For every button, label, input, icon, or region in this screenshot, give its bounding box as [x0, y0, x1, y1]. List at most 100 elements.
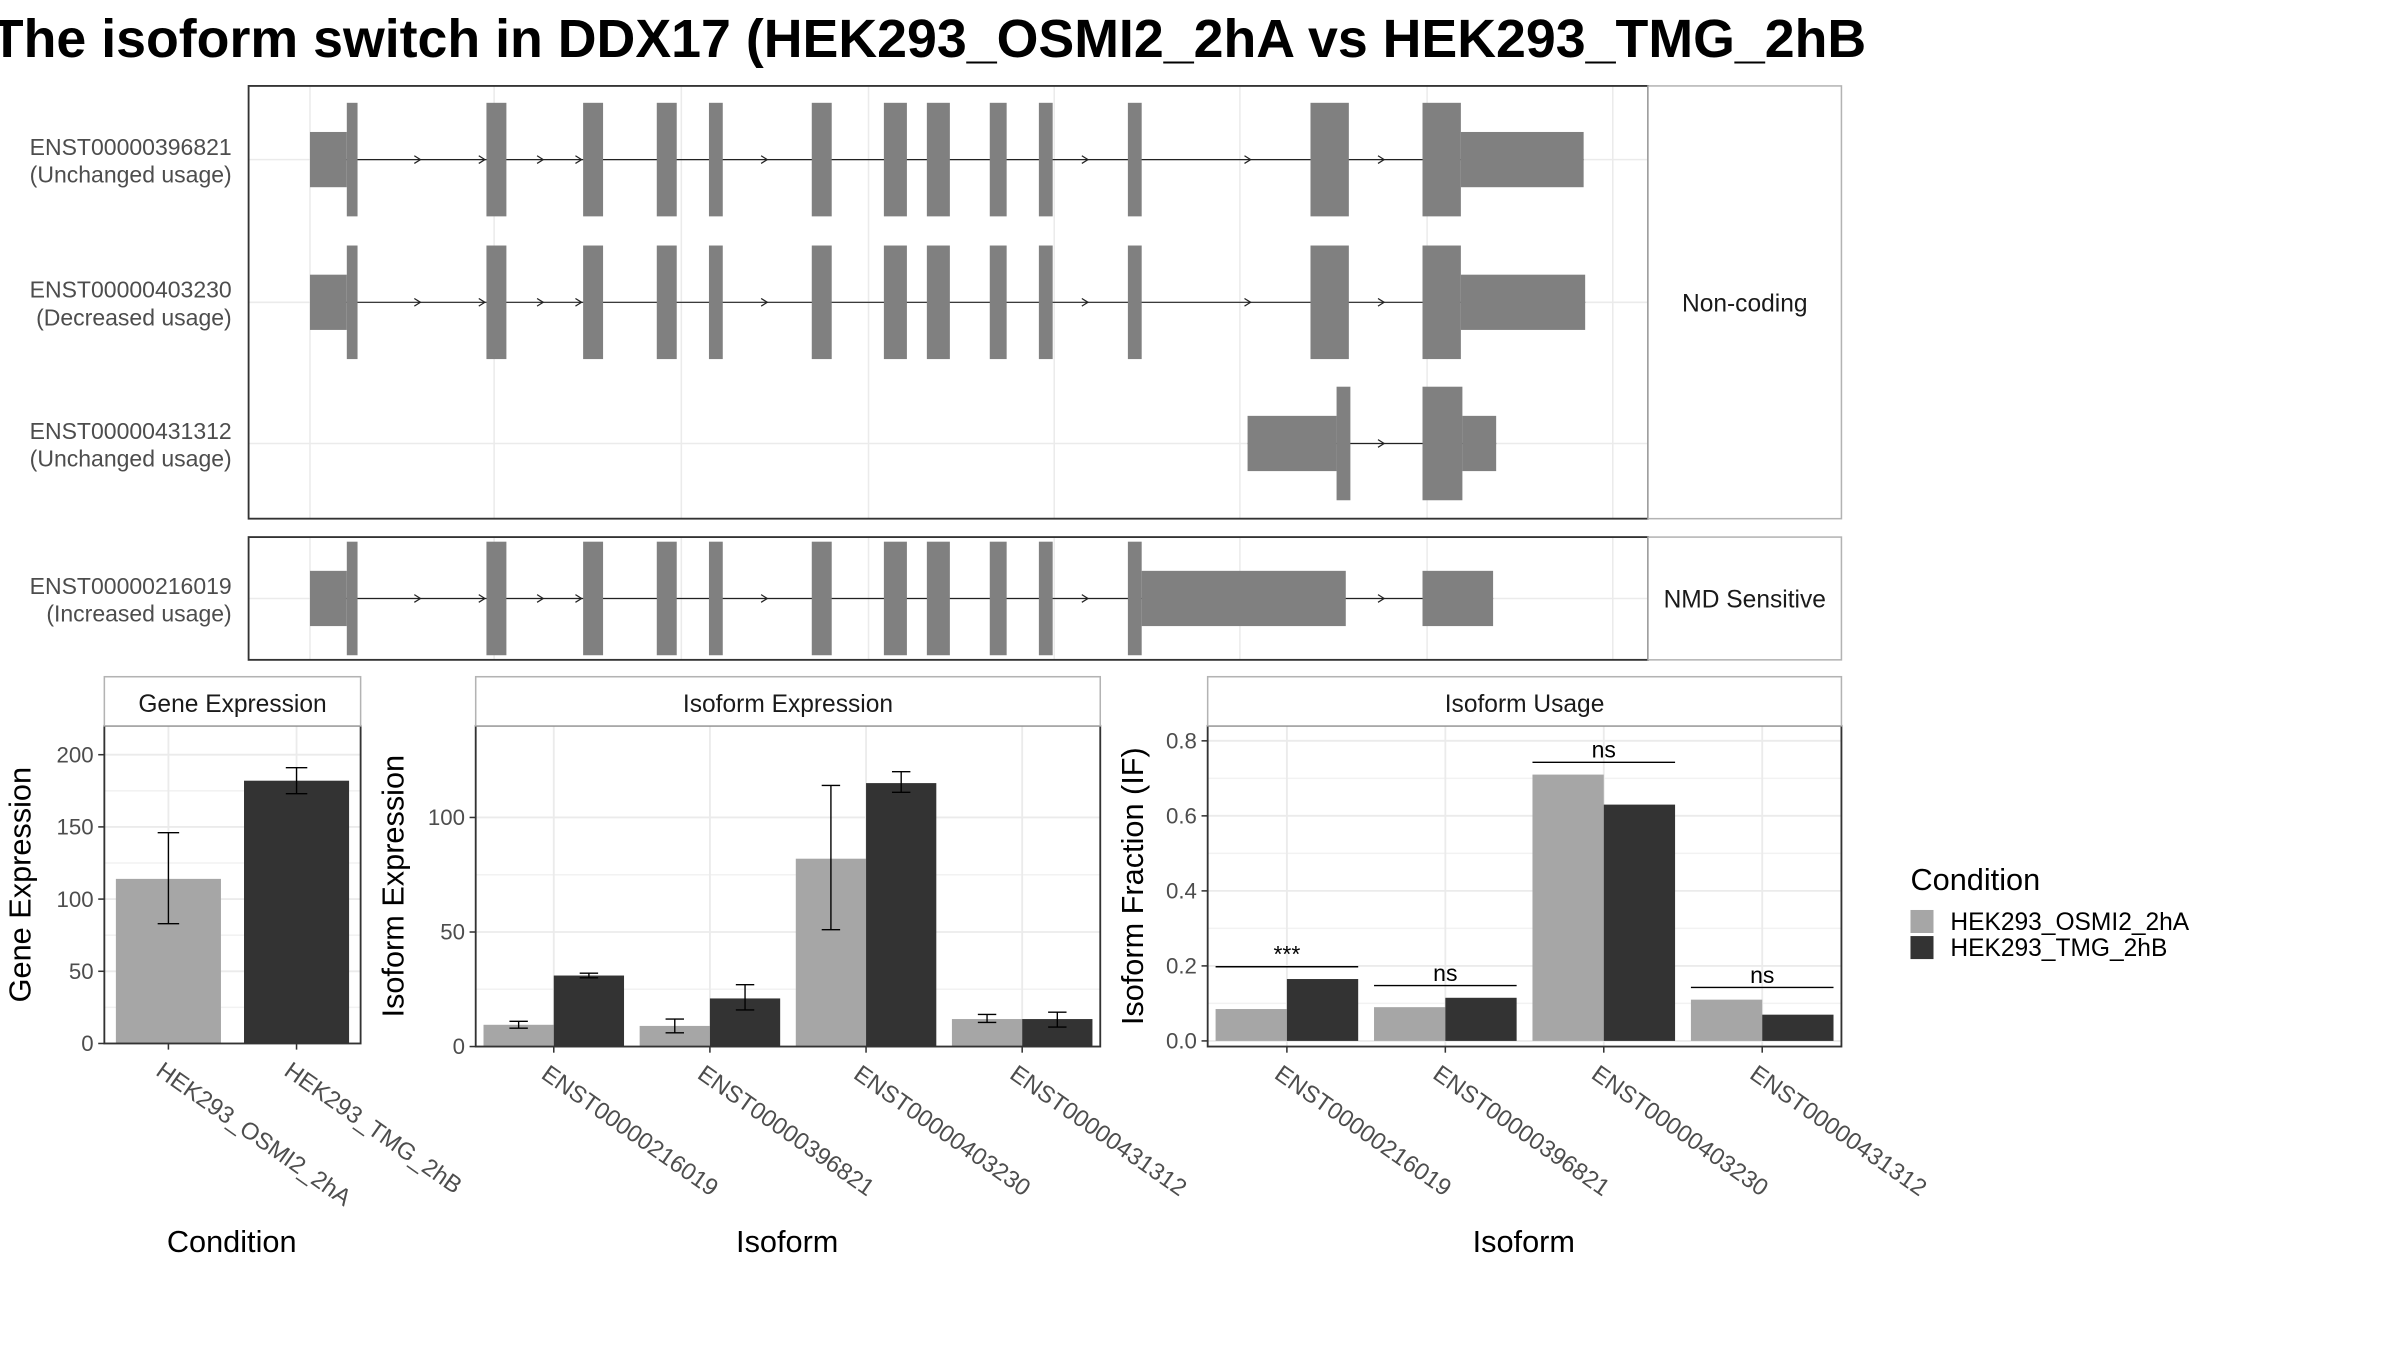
y-axis-title: Gene Expression [3, 767, 38, 1002]
exon-block [1422, 245, 1461, 360]
y-tick-label: 0.0 [1166, 1029, 1197, 1054]
facet-strip [1206, 675, 1843, 727]
transcript-model [309, 102, 1584, 217]
intron-arrow [413, 594, 422, 603]
panel-title: Isoform Usage [1445, 691, 1605, 718]
utr-block [1141, 570, 1346, 627]
y-tick-label: 0 [453, 1034, 465, 1059]
legend-entry: HEK293_TMG_2hB [1950, 935, 2167, 962]
exon-block [1310, 102, 1349, 217]
bar [1445, 997, 1517, 1041]
bar [244, 780, 350, 1044]
utr-block [1460, 274, 1586, 330]
bar [1215, 1009, 1287, 1041]
exon-block [656, 102, 677, 217]
utr-block [1462, 415, 1497, 472]
exon-block [811, 541, 832, 656]
intron-arrow [536, 594, 545, 603]
figure-title: The isoform switch in DDX17 (HEK293_OSMI… [0, 9, 1867, 70]
transcript-id: ENST00000403230 [30, 277, 232, 303]
panel-title: Gene Expression [138, 691, 326, 718]
intron-arrow [536, 297, 545, 307]
exon-block [346, 541, 358, 656]
intron-arrow [1377, 594, 1386, 603]
intron-arrow [1244, 297, 1252, 307]
exon-block [1422, 386, 1463, 501]
exon-block [1336, 386, 1351, 501]
exon-block [1310, 245, 1349, 360]
exon-block [811, 245, 832, 360]
x-tick-label: ENST00000431312 [1745, 1060, 1932, 1202]
y-tick-label: 50 [69, 959, 94, 984]
exon-block [1127, 541, 1142, 656]
legend-entry: HEK293_OSMI2_2hA [1950, 909, 2189, 936]
intron-arrow [478, 155, 487, 164]
exon-block [989, 102, 1007, 217]
bar-panel-gene-expression: Gene Expression050100150200HEK293_OSMI2_… [3, 675, 467, 1259]
exon-block [656, 245, 677, 360]
legend-swatch [1910, 909, 1934, 933]
y-tick-label: 100 [428, 805, 465, 830]
facet-strip [474, 675, 1102, 727]
intron-arrow [1244, 155, 1252, 164]
transcript-model [309, 541, 1494, 656]
x-axis-title: Condition [167, 1224, 297, 1259]
bar [1374, 1007, 1446, 1041]
bar [951, 1019, 1023, 1047]
exon-block [583, 541, 604, 656]
intron-arrow [760, 297, 769, 307]
facet-strip [1647, 85, 1843, 520]
transcript-model [1247, 386, 1497, 501]
transcript-id: ENST00000216019 [30, 573, 232, 599]
intron-arrow [760, 155, 769, 164]
exon-block [486, 102, 507, 217]
transcript-label: ENST00000403230 (Decreased usage) [30, 277, 232, 331]
intron-arrow [478, 594, 487, 603]
transcript-usage: (Decreased usage) [36, 304, 232, 330]
bar [866, 783, 937, 1047]
intron-arrow [1377, 155, 1386, 164]
bar [1690, 999, 1763, 1041]
transcript-label: ENST00000396821 (Unchanged usage) [30, 134, 232, 188]
exon-block [708, 245, 723, 360]
utr-block [1247, 415, 1337, 472]
exon-block [486, 541, 507, 656]
exon-block [656, 541, 677, 656]
bar [483, 1024, 554, 1047]
intron-arrow [1081, 594, 1090, 603]
significance-label: ns [1433, 960, 1457, 986]
exon-block [926, 102, 950, 217]
transcript-label: ENST00000216019 (Increased usage) [30, 573, 232, 627]
transcript-usage: (Increased usage) [46, 600, 231, 626]
intron-arrow [1081, 297, 1090, 307]
utr-block [309, 570, 347, 627]
structure-panel-non-coding: ENST00000396821 (Unchanged usage) ENST0000… [30, 85, 1843, 520]
significance-label: ns [1750, 962, 1774, 988]
y-tick-label: 200 [56, 742, 93, 767]
exon-block [1127, 245, 1142, 360]
y-tick-label: 0.8 [1166, 729, 1197, 754]
y-tick-label: 50 [440, 920, 465, 945]
bar [553, 975, 625, 1047]
legend-title: Condition [1910, 862, 2040, 897]
intron-arrow [575, 297, 583, 307]
y-tick-label: 150 [56, 815, 93, 840]
legend-swatch [1910, 936, 1934, 960]
exon-block [926, 245, 950, 360]
x-axis-title: Isoform [736, 1224, 838, 1259]
y-tick-label: 100 [56, 887, 93, 912]
intron-arrow [413, 297, 422, 307]
exon-block [346, 245, 358, 360]
intron-arrow [575, 594, 583, 603]
utr-block [309, 274, 347, 330]
bar [639, 1025, 710, 1047]
exon-block [883, 102, 907, 217]
intron-arrow [478, 297, 487, 307]
transcript-label: ENST00000431312 (Unchanged usage) [30, 418, 232, 472]
intron-arrow [413, 155, 422, 164]
intron-arrow [575, 155, 583, 164]
significance-label: *** [1273, 941, 1300, 967]
structure-panel-nmd-sensitive: ENST00000216019 (Increased usage) NMD Sens… [30, 536, 1843, 661]
facet-strip [1647, 536, 1843, 661]
